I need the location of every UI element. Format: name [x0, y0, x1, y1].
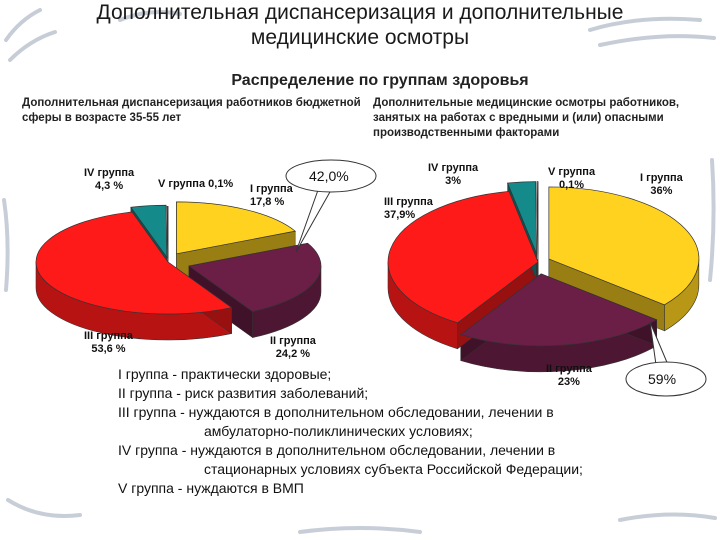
left-callout-value: 42,0%: [309, 168, 349, 184]
left-label-iv-name: IV группа: [84, 167, 135, 179]
brush-stroke: [8, 30, 57, 62]
legend-row: стационарных условиях субъекта Российско…: [204, 461, 583, 477]
right-label-iv-name: IV группа: [428, 162, 479, 174]
pie-slice-left-0: [176, 201, 297, 255]
legend-row: III группа - нуждаются в дополнительном …: [118, 404, 554, 420]
left-label-i-value: 17,8 %: [250, 196, 285, 208]
right-label-iv: IV группа 3%: [428, 162, 478, 188]
title-line-1: Дополнительная диспансеризация и дополни…: [96, 1, 624, 24]
pie-chart-left: [35, 201, 322, 341]
right-label-v-name: V группа: [548, 166, 596, 178]
callout-ellipse: [285, 159, 377, 193]
legend-row: II группа - риск развития заболеваний;: [118, 385, 369, 401]
right-chart-title: Дополнительные медицинские осмотры работ…: [373, 97, 680, 139]
left-label-v-name: V группа: [158, 178, 206, 190]
brush-stroke: [298, 526, 422, 534]
right-callout-bubble: [625, 321, 707, 397]
brush-stroke: [708, 158, 716, 282]
brush-stroke: [598, 34, 716, 47]
right-label-i: I группа 36%: [640, 172, 683, 198]
brush-stroke: [588, 16, 702, 32]
legend-row: I группа - практически здоровые;: [118, 366, 332, 382]
pie-slice-right-4: [536, 181, 539, 254]
legend-row: IV группа - нуждаются в дополнительном о…: [118, 442, 556, 458]
brush-stroke: [2, 198, 10, 292]
left-label-iii-value: 53,6 %: [91, 343, 126, 355]
right-label-ii-name: II группа: [546, 363, 592, 375]
brush-stroke: [118, 10, 182, 22]
brush-stroke: [6, 498, 82, 518]
group-legend: I группа - практически здоровые; II груп…: [118, 365, 698, 498]
left-label-i-name: I группа: [250, 183, 293, 195]
left-label-iii: III группа 53,6 %: [84, 330, 133, 356]
right-label-iii-name: III группа: [384, 196, 433, 208]
left-label-ii-value: 24,2 %: [275, 348, 311, 360]
left-label-v-value: 0,1%: [208, 178, 234, 190]
slide-title: Дополнительная диспансеризация и дополни…: [0, 0, 720, 50]
legend-row: амбулаторно-поликлинических условиях;: [204, 423, 473, 439]
left-label-ii: II группа 24,2 %: [270, 335, 316, 361]
left-label-ii-name: II группа: [270, 335, 316, 347]
callout-ellipse: [625, 361, 707, 397]
right-label-v-value: 0,1%: [559, 179, 585, 191]
right-label-i-value: 36%: [650, 185, 673, 197]
right-label-ii: II группа 23%: [546, 363, 592, 389]
left-callout-bubble: [285, 159, 377, 253]
right-callout-value: 59%: [648, 371, 677, 387]
left-label-iv: IV группа 4,3 %: [84, 167, 134, 193]
pie-slice-right-2: [387, 190, 539, 324]
pie-slice-left-4: [166, 206, 169, 259]
right-label-v: V группа 0,1%: [548, 166, 595, 192]
pie-slice-left-1: [188, 242, 322, 312]
right-label-i-name: I группа: [640, 172, 683, 184]
left-label-iv-value: 4,3 %: [95, 180, 124, 192]
right-label-iii-value: 37,9%: [384, 209, 416, 221]
left-label-iii-name: III группа: [84, 330, 133, 342]
right-label-iv-value: 3%: [445, 175, 462, 187]
chart-subtitle: Распределение по группам здоровья: [231, 72, 529, 89]
legend-row: V группа - нуждаются в ВМП: [118, 480, 304, 496]
pie-slice-right-0: [548, 186, 700, 306]
pie-slice-left-3: [130, 204, 168, 259]
left-label-i: I группа 17,8 %: [250, 183, 293, 209]
pie-slice-left-2: [35, 211, 233, 315]
right-label-iii: III группа 37,9%: [384, 196, 433, 222]
title-line-2: медицинские осмотры: [250, 26, 470, 49]
brush-stroke: [618, 512, 717, 522]
pie-slice-right-3: [507, 181, 537, 254]
right-label-ii-value: 23%: [557, 376, 580, 388]
left-chart-title: Дополнительная диспансеризация работнико…: [22, 97, 361, 124]
pie-chart-right: [387, 181, 700, 373]
left-label-v: V группа 0,1%: [158, 178, 233, 191]
brush-stroke: [4, 8, 42, 42]
pie-slice-right-1: [459, 273, 658, 347]
